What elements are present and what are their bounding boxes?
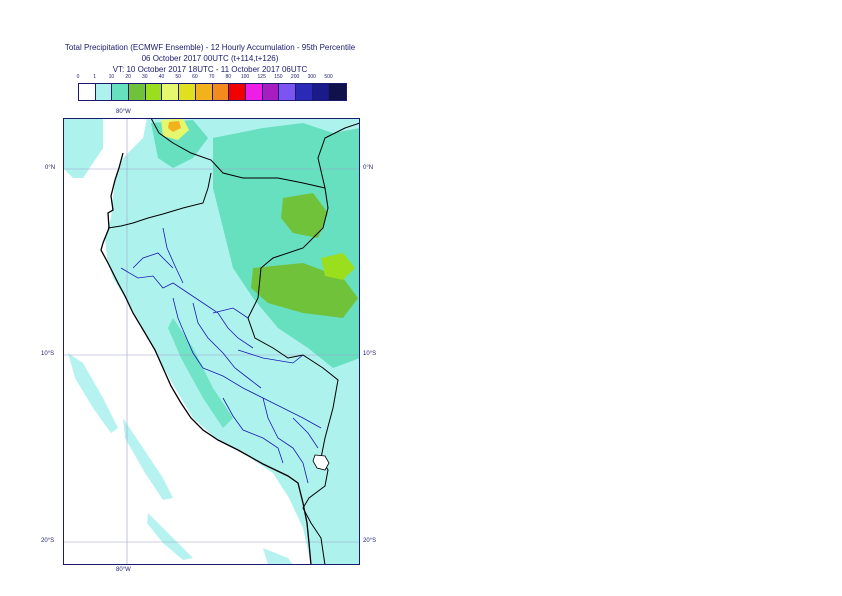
coastline	[100, 152, 312, 565]
legend-swatch	[79, 84, 96, 100]
border-brazil-colombia	[317, 122, 360, 189]
legend-swatch	[295, 84, 313, 100]
precip-ocean-streak-3	[147, 513, 193, 560]
precip-ocean-streak-1	[68, 353, 118, 433]
legend-swatch	[279, 84, 296, 100]
lat-label-0-right: 0°N	[363, 165, 374, 171]
legend-tick-label: 80	[225, 74, 232, 80]
legend-swatch	[312, 84, 330, 100]
legend-swatch	[229, 84, 246, 100]
border-peru-ecuador	[107, 172, 212, 229]
legend-tick-label: 300	[307, 74, 316, 80]
lake-titicaca	[312, 454, 330, 471]
legend-swatch	[262, 84, 280, 100]
lat-label-20-right: 20°S	[363, 538, 377, 544]
legend-swatch	[329, 84, 346, 100]
legend-color-bar	[78, 83, 347, 101]
legend-tick-label: 125	[257, 74, 266, 80]
precip-ocean-streak-2	[123, 418, 173, 500]
title-line-2: 06 October 2017 00UTC (t+114,t+126)	[141, 54, 279, 63]
legend-tick-label: 500	[324, 74, 333, 80]
legend-tick-label: 20	[125, 74, 131, 80]
chart-title: Total Precipitation (ECMWF Ensemble) - 1…	[0, 42, 420, 75]
precip-ocean-top	[63, 118, 103, 178]
legend-swatch	[212, 84, 230, 100]
border-peru-bolivia-chile	[302, 457, 329, 565]
title-line-3: VT: 10 October 2017 18UTC - 11 October 2…	[112, 65, 308, 74]
lat-label-10-left: 10°S	[41, 351, 55, 357]
legend-tick-label: 70	[208, 74, 215, 80]
legend-swatch	[162, 84, 180, 100]
legend-swatch	[129, 84, 146, 100]
legend-tick-label: 0	[76, 74, 80, 80]
lon-label-top: 80°W	[116, 109, 131, 115]
lat-label-20-left: 20°S	[41, 538, 55, 544]
precip-peak-orange	[168, 121, 181, 132]
legend-tick-label: 40	[158, 74, 165, 80]
legend-tick-label: 50	[175, 74, 181, 80]
legend-tick-label: 150	[274, 74, 283, 80]
legend-swatch	[195, 84, 213, 100]
legend-tick-label: 30	[142, 74, 148, 80]
legend-tick-label: 1	[93, 74, 97, 80]
legend-tick-label: 200	[290, 74, 300, 80]
precipitation-map: 80°W 80°W 0°N 0°N 10°S 10°S 20°S 20°S	[41, 109, 376, 573]
color-legend: 0 1 10 20 30 40 50 60 70 80 100 125 150 200 300 500	[76, 74, 347, 102]
legend-tick-labels: 0 1 10 20 30 40 50 60 70 80 100 125 150 200 300 500	[76, 74, 346, 84]
lat-label-0-left: 0°N	[45, 165, 56, 171]
legend-tick-label: 60	[192, 74, 198, 80]
map-canvas	[63, 118, 360, 565]
legend-tick-label: 100	[240, 74, 250, 80]
legend-swatch	[112, 84, 130, 100]
lon-label-bottom: 80°W	[116, 567, 131, 573]
border-ecuador-colombia	[150, 118, 326, 189]
precip-green-1	[281, 193, 328, 238]
precip-medium-andes	[168, 318, 233, 428]
region-boundaries	[120, 227, 322, 484]
map-border	[63, 118, 360, 565]
precip-ocean-streak-4	[263, 548, 293, 565]
lat-label-10-right: 10°S	[363, 351, 377, 357]
legend-swatch	[245, 84, 263, 100]
title-line-1: Total Precipitation (ECMWF Ensemble) - 1…	[64, 43, 356, 52]
legend-tick-label: 10	[108, 74, 115, 80]
legend-swatch	[179, 84, 196, 100]
border-peru-brazil	[247, 187, 339, 459]
legend-swatch	[145, 84, 163, 100]
legend-swatch	[95, 84, 113, 100]
precip-green-3	[321, 253, 355, 280]
